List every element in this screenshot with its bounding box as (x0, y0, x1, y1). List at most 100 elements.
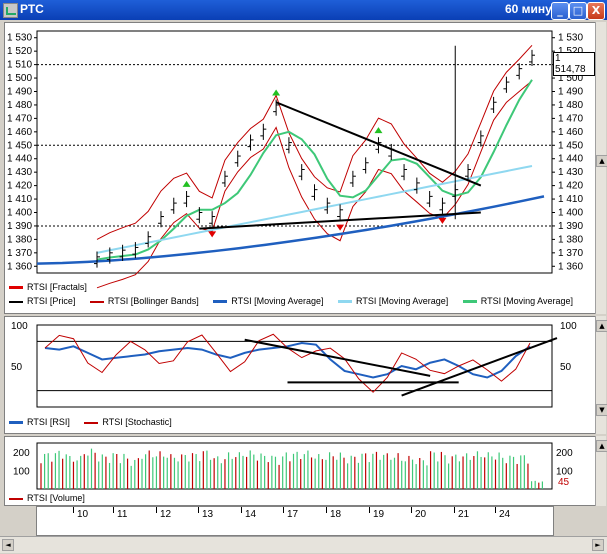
oscillator-chart[interactable]: 100 50 100 50 (5, 317, 595, 433)
oscillator-legend: RTSI [RSI] RTSI [Stochastic] (9, 417, 172, 427)
rsi-line (44, 342, 531, 379)
y-tick-label: 1 490 (7, 87, 32, 98)
volume-tick-label: 100 (13, 467, 30, 478)
minimize-button[interactable]: _ (551, 2, 569, 20)
oscillator-tick-label-right: 100 (560, 321, 577, 332)
y-tick-label-right: 1 440 (558, 154, 583, 165)
legend-swatch (9, 497, 23, 500)
date-tick (283, 507, 284, 513)
legend-swatch (84, 421, 99, 424)
scroll-up-icon[interactable]: ▲ (596, 320, 607, 332)
y-tick-label-right: 1 370 (558, 248, 583, 259)
date-label: 18 (330, 509, 342, 520)
date-tick (326, 507, 327, 513)
period-label: 60 минут (505, 2, 558, 16)
y-tick-label: 1 460 (7, 127, 32, 138)
bollinger-upper (96, 44, 533, 240)
oscillator-lines (44, 333, 558, 397)
y-tick-label: 1 390 (7, 221, 32, 232)
date-label: 10 (77, 509, 89, 520)
close-button[interactable]: X (587, 2, 605, 20)
oscillator-tick-label-right: 50 (560, 362, 572, 373)
y-tick-label: 1 510 (7, 60, 32, 71)
fractal-up-marker (374, 127, 383, 134)
volume-tick-label: 200 (13, 448, 30, 459)
date-label: 19 (373, 509, 385, 520)
scroll-up-icon[interactable]: ▲ (596, 440, 607, 452)
price-candles (94, 49, 535, 268)
scroll-left-icon[interactable]: ◄ (2, 539, 14, 551)
legend-swatch (338, 300, 353, 304)
y-tick-label-right: 1 360 (558, 261, 583, 272)
legend-swatch (9, 300, 23, 303)
date-label: 13 (202, 509, 214, 520)
price-chart[interactable]: 1 530 1 520 1 510 1 500 1 490 1 480 1 470 1 460… (5, 23, 595, 313)
date-tick (369, 507, 370, 513)
maximize-button[interactable]: □ (569, 2, 587, 20)
scroll-down-icon[interactable]: ▼ (596, 404, 607, 416)
fractal-down-marker (438, 217, 447, 224)
date-tick (495, 507, 496, 513)
price-y-axis-left: 1 530 1 520 1 510 1 500 1 490 1 480 1 470 1 460… (7, 33, 37, 272)
y-tick-label-right: 1 480 (558, 100, 583, 111)
legend-row: RTSI [Price] RTSI [Bollinger Bands] RTSI… (9, 296, 573, 306)
price-fractals (182, 89, 447, 238)
y-tick-label-right: 1 530 (558, 33, 583, 44)
y-tick-label-right: 1 380 (558, 234, 583, 245)
oscillator-scrollbar[interactable]: ▲ ▼ (595, 316, 607, 434)
y-tick-label: 1 500 (7, 73, 32, 84)
date-tick (241, 507, 242, 513)
legend-fractals: RTSI [Fractals] (9, 282, 87, 292)
scroll-right-icon[interactable]: ► (592, 539, 604, 551)
y-tick-label-right: 1 420 (558, 181, 583, 192)
y-tick-label: 1 480 (7, 100, 32, 111)
volume-scrollbar[interactable]: ▲ (595, 436, 607, 506)
horizontal-scrollbar[interactable]: ◄ ► (0, 536, 607, 553)
y-tick-label: 1 520 (7, 46, 32, 57)
date-label: 17 (287, 509, 299, 520)
y-tick-label-right: 1 490 (558, 87, 583, 98)
last-volume-label: 45 (558, 477, 570, 488)
volume-frame (36, 442, 553, 490)
y-tick-label: 1 410 (7, 194, 32, 205)
volume-chart[interactable]: 200 100 200 100 (5, 437, 595, 505)
date-tick (454, 507, 455, 513)
legend-label: RTSI [Fractals] (27, 282, 87, 292)
y-tick-label-right: 1 430 (558, 167, 583, 178)
volume-tick-label-right: 200 (556, 448, 573, 459)
title-bar[interactable]: РТС 60 минут _ □ X (0, 0, 607, 20)
oscillator-tick-label: 50 (11, 362, 23, 373)
legend-label: RTSI [Price] (27, 296, 76, 306)
date-tick (73, 507, 74, 513)
price-scrollbar[interactable]: ▲ (595, 22, 607, 314)
y-tick-label: 1 430 (7, 167, 32, 178)
legend-label: RTSI [Stochastic] (102, 417, 172, 427)
y-tick-label-right: 1 450 (558, 140, 583, 151)
y-tick-label: 1 360 (7, 261, 32, 272)
fractal-up-marker (182, 180, 191, 187)
scroll-up-icon[interactable]: ▲ (596, 155, 607, 167)
date-label: 24 (499, 509, 511, 520)
legend-swatch (9, 286, 23, 290)
y-tick-label-right: 1 500 (558, 73, 583, 84)
y-tick-label-right: 1 410 (558, 194, 583, 205)
fractal-down-marker (208, 231, 217, 238)
moving-average-fast (96, 79, 533, 261)
date-axis: 10 11 12 13 14 17 18 19 20 21 24 (36, 506, 554, 536)
date-tick (198, 507, 199, 513)
legend-label: RTSI [Moving Average] (231, 296, 324, 306)
date-tick (113, 507, 114, 513)
volume-bars (40, 448, 543, 489)
legend-label: RTSI [Volume] (27, 493, 85, 503)
oscillator-frame (36, 324, 553, 408)
oscillator-trendline-up (401, 337, 558, 397)
y-tick-label-right: 1 460 (558, 127, 583, 138)
legend-label: RTSI [Moving Average] (480, 296, 573, 306)
y-tick-label-right: 1 390 (558, 221, 583, 232)
y-tick-label: 1 450 (7, 140, 32, 151)
date-label: 12 (160, 509, 172, 520)
window-title: РТС (20, 2, 44, 16)
legend-swatch (9, 421, 23, 425)
price-plot-frame (36, 30, 553, 274)
